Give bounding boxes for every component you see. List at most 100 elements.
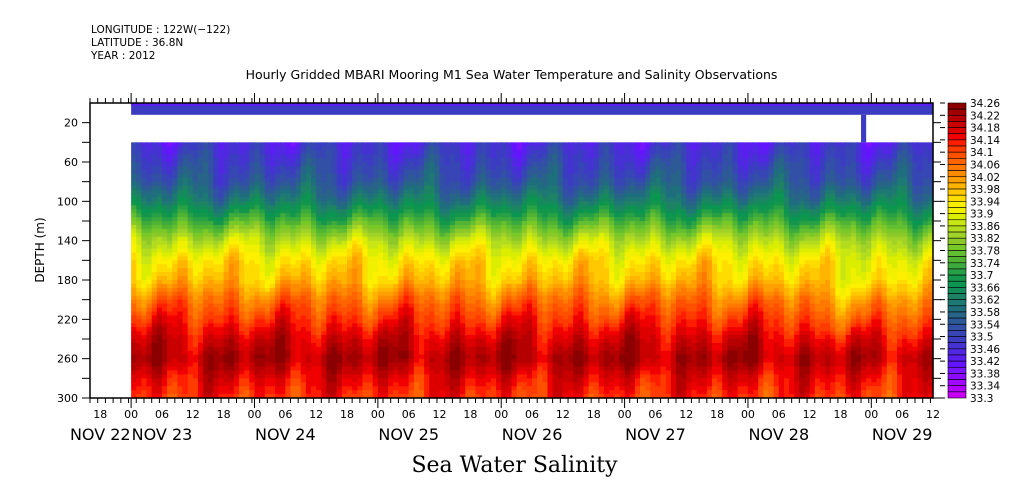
heat-cell bbox=[480, 319, 487, 324]
heat-cell bbox=[424, 150, 430, 155]
heat-cell bbox=[177, 260, 184, 265]
heat-cell bbox=[249, 382, 256, 387]
heat-cell bbox=[480, 201, 487, 206]
heat-cell bbox=[167, 185, 173, 191]
heat-cell bbox=[228, 162, 235, 167]
heat-cell bbox=[434, 146, 441, 151]
heat-cell bbox=[357, 146, 364, 151]
heat-cell bbox=[357, 224, 364, 230]
heat-cell bbox=[285, 177, 292, 183]
heat-cell bbox=[347, 350, 353, 356]
heat-cell bbox=[161, 209, 168, 214]
heat-cell bbox=[187, 185, 194, 191]
heat-cell bbox=[362, 299, 369, 305]
heat-cell bbox=[336, 268, 343, 273]
heat-cell bbox=[480, 354, 487, 360]
heat-cell bbox=[295, 217, 302, 222]
heat-cell bbox=[280, 177, 286, 183]
heat-cell bbox=[208, 354, 214, 360]
heat-cell bbox=[336, 213, 343, 218]
heat-cell bbox=[136, 221, 142, 226]
heat-cell bbox=[316, 169, 322, 175]
heat-cell bbox=[485, 315, 492, 320]
heat-cell bbox=[244, 224, 250, 230]
heat-cell bbox=[218, 390, 225, 395]
heat-cell bbox=[285, 181, 292, 187]
heat-cell bbox=[316, 224, 322, 230]
heat-cell bbox=[470, 291, 477, 297]
heat-cell bbox=[485, 362, 492, 368]
heat-cell bbox=[336, 350, 343, 356]
heat-cell bbox=[244, 307, 250, 313]
heat-cell bbox=[388, 232, 394, 238]
heat-cell bbox=[177, 213, 184, 218]
heat-cell bbox=[465, 236, 471, 242]
heat-cell bbox=[418, 370, 425, 375]
heat-cell bbox=[357, 221, 364, 226]
heat-cell bbox=[362, 350, 369, 356]
heat-cell bbox=[218, 248, 225, 254]
heat-cell bbox=[460, 331, 466, 336]
heat-cell bbox=[280, 264, 286, 269]
heat-cell bbox=[285, 173, 292, 179]
heat-cell bbox=[341, 382, 348, 387]
heat-cell bbox=[490, 232, 497, 238]
heat-cell bbox=[161, 276, 168, 281]
heat-cell bbox=[439, 374, 446, 379]
heat-cell bbox=[444, 299, 451, 305]
heat-cell bbox=[218, 228, 225, 234]
heat-cell bbox=[177, 382, 184, 387]
heat-cell bbox=[413, 209, 420, 214]
heat-cell bbox=[316, 291, 322, 297]
heat-cell bbox=[213, 217, 220, 222]
heat-cell bbox=[244, 240, 250, 246]
heat-cell bbox=[496, 142, 502, 147]
heat-cell bbox=[367, 173, 374, 179]
heat-cell bbox=[480, 244, 487, 250]
heat-cell bbox=[131, 272, 137, 277]
heat-cell bbox=[264, 287, 271, 293]
heat-cell bbox=[172, 165, 178, 171]
heat-cell bbox=[146, 272, 153, 277]
heat-cell bbox=[496, 291, 502, 297]
heat-cell bbox=[269, 350, 276, 356]
heat-cell bbox=[249, 154, 256, 159]
heat-cell bbox=[341, 150, 348, 155]
heat-cell bbox=[321, 346, 328, 352]
heat-cell bbox=[347, 319, 353, 324]
heat-cell bbox=[197, 311, 204, 316]
heat-cell bbox=[146, 342, 153, 348]
heat-cell bbox=[203, 327, 209, 332]
heat-cell bbox=[470, 177, 477, 183]
heat-cell bbox=[413, 142, 420, 147]
heat-cell bbox=[413, 315, 420, 320]
heat-cell bbox=[516, 346, 523, 352]
heat-cell bbox=[357, 299, 364, 305]
heat-cell bbox=[418, 354, 425, 360]
heat-cell bbox=[208, 268, 214, 273]
heat-cell bbox=[218, 260, 225, 265]
heat-cell bbox=[377, 173, 384, 179]
heat-cell bbox=[187, 197, 194, 202]
heat-cell bbox=[439, 221, 446, 226]
heat-cell bbox=[413, 362, 420, 368]
heat-cell bbox=[213, 224, 220, 230]
heat-cell bbox=[393, 354, 400, 360]
heat-cell bbox=[141, 236, 148, 242]
heat-cell bbox=[408, 197, 415, 202]
heat-cell bbox=[300, 303, 307, 309]
heat-cell bbox=[475, 264, 482, 269]
heat-cell bbox=[208, 260, 214, 265]
heat-cell bbox=[136, 256, 142, 261]
heat-cell bbox=[269, 382, 276, 387]
heat-cell bbox=[454, 272, 461, 277]
heat-cell bbox=[197, 346, 204, 352]
heat-cell bbox=[367, 311, 374, 316]
heat-cell bbox=[136, 244, 142, 250]
heat-cell bbox=[521, 339, 528, 344]
heat-cell bbox=[233, 213, 240, 218]
heat-cell bbox=[223, 311, 230, 316]
heat-cell bbox=[167, 260, 173, 265]
heat-cell bbox=[192, 331, 199, 336]
heat-cell bbox=[208, 189, 214, 195]
